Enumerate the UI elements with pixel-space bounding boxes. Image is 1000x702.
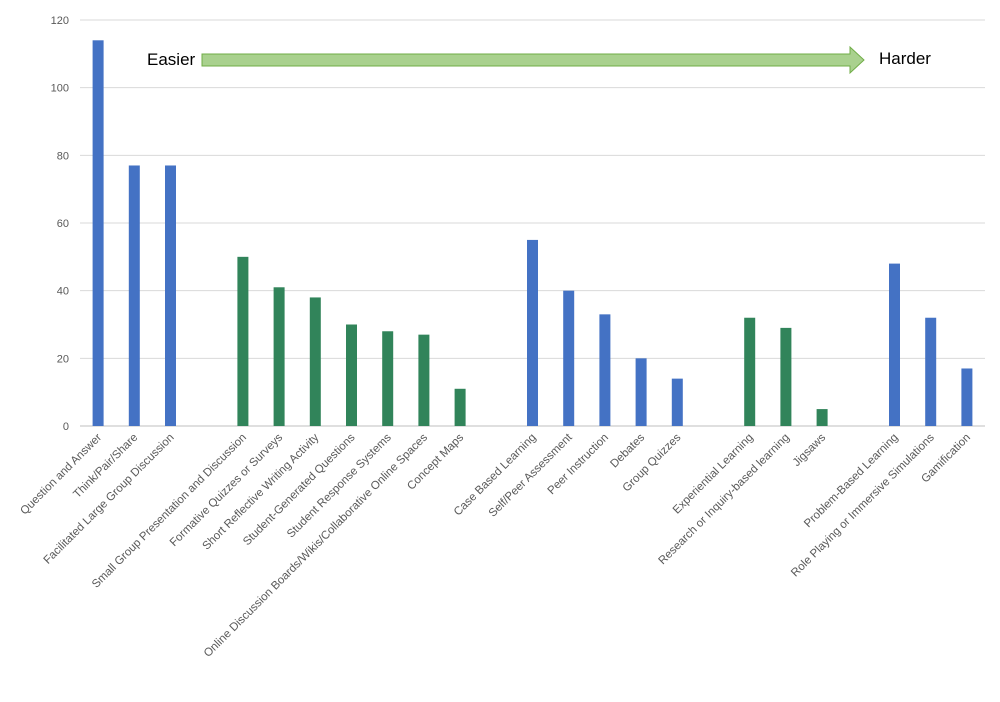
bar (527, 239, 538, 426)
bar (599, 314, 611, 426)
easier-label: Easier (147, 50, 196, 69)
bar (92, 40, 104, 427)
bar (454, 388, 466, 426)
bar (128, 165, 140, 426)
y-tick-label: 80 (57, 150, 69, 162)
bar (889, 263, 900, 426)
x-category-label: Think/Pair/Share (71, 432, 140, 501)
bar (671, 378, 683, 426)
y-axis-tick-labels: 0 20 40 60 80 100 120 (51, 15, 69, 433)
bar (309, 297, 321, 426)
x-category-label: Jigsaws (791, 431, 829, 469)
y-tick-label: 40 (57, 286, 69, 298)
difficulty-arrow-annotation: Easier Harder (147, 45, 931, 75)
y-tick-label: 0 (63, 421, 69, 433)
bar (273, 287, 285, 426)
y-tick-label: 120 (51, 15, 69, 27)
bar (346, 324, 357, 426)
bar (563, 290, 575, 426)
x-category-label: Research or Inquiry-based learning (657, 432, 793, 568)
difficulty-arrow-shape (201, 45, 865, 75)
bar (418, 334, 430, 426)
y-tick-label: 60 (57, 218, 69, 230)
bar (635, 358, 647, 426)
bar (816, 409, 828, 426)
bar (237, 256, 249, 426)
y-tick-label: 20 (57, 353, 69, 365)
x-axis-category-labels: Question and AnswerThink/Pair/ShareFacil… (18, 431, 973, 660)
bar (744, 317, 756, 426)
bar (382, 331, 394, 426)
bar (925, 317, 937, 426)
y-tick-label: 100 (51, 83, 69, 95)
harder-label: Harder (879, 49, 931, 68)
bar (780, 327, 792, 426)
bar (961, 368, 973, 426)
bars (92, 40, 973, 427)
bar (165, 165, 176, 426)
x-category-label: Facilitated Large Group Discussion (42, 432, 177, 567)
